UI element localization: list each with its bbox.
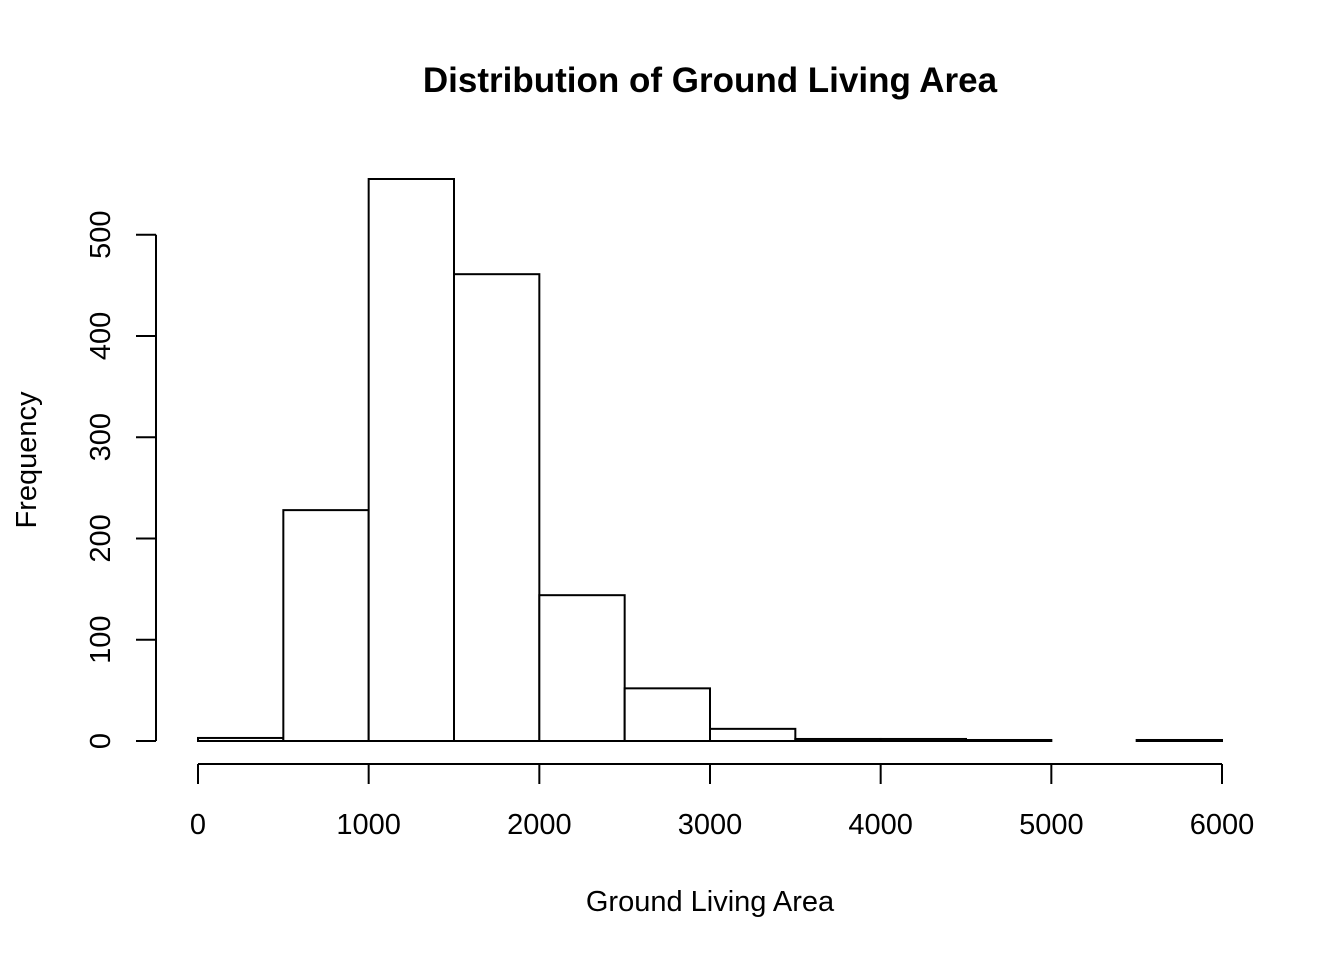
y-tick-label: 200 (85, 514, 117, 562)
x-tick-label: 3000 (678, 809, 743, 841)
y-axis: 0 100 200 300 400 500 (85, 210, 157, 749)
histogram-bar (453, 273, 541, 742)
x-tick-label: 0 (190, 809, 206, 841)
y-tick-label: 0 (85, 733, 117, 749)
y-axis-label: Frequency (11, 391, 43, 529)
histogram-bar (367, 178, 455, 742)
y-tick-label: 500 (85, 210, 117, 258)
x-tick-label: 6000 (1190, 809, 1255, 841)
x-tick-label: 5000 (1019, 809, 1084, 841)
x-tick-label: 2000 (507, 809, 572, 841)
x-tick-label: 4000 (848, 809, 913, 841)
histogram-bar (879, 737, 968, 743)
y-tick-label: 300 (85, 413, 117, 461)
x-axis: 0 1000 2000 3000 4000 5000 6000 (190, 763, 1255, 841)
histogram-bar (197, 736, 285, 742)
histogram-bars (197, 178, 1223, 743)
chart-title: Distribution of Ground Living Area (423, 61, 998, 100)
x-tick-label: 1000 (336, 809, 401, 841)
histogram-bar (282, 509, 370, 742)
x-axis-label: Ground Living Area (586, 886, 835, 918)
histogram-bar (538, 594, 626, 742)
y-tick-label: 400 (85, 312, 117, 360)
histogram-bar (623, 687, 712, 742)
histogram-bar (965, 738, 1053, 742)
histogram-bar (709, 727, 797, 742)
histogram-bar (794, 737, 882, 743)
histogram-bar (1135, 738, 1223, 742)
y-tick-label: 100 (85, 616, 117, 664)
